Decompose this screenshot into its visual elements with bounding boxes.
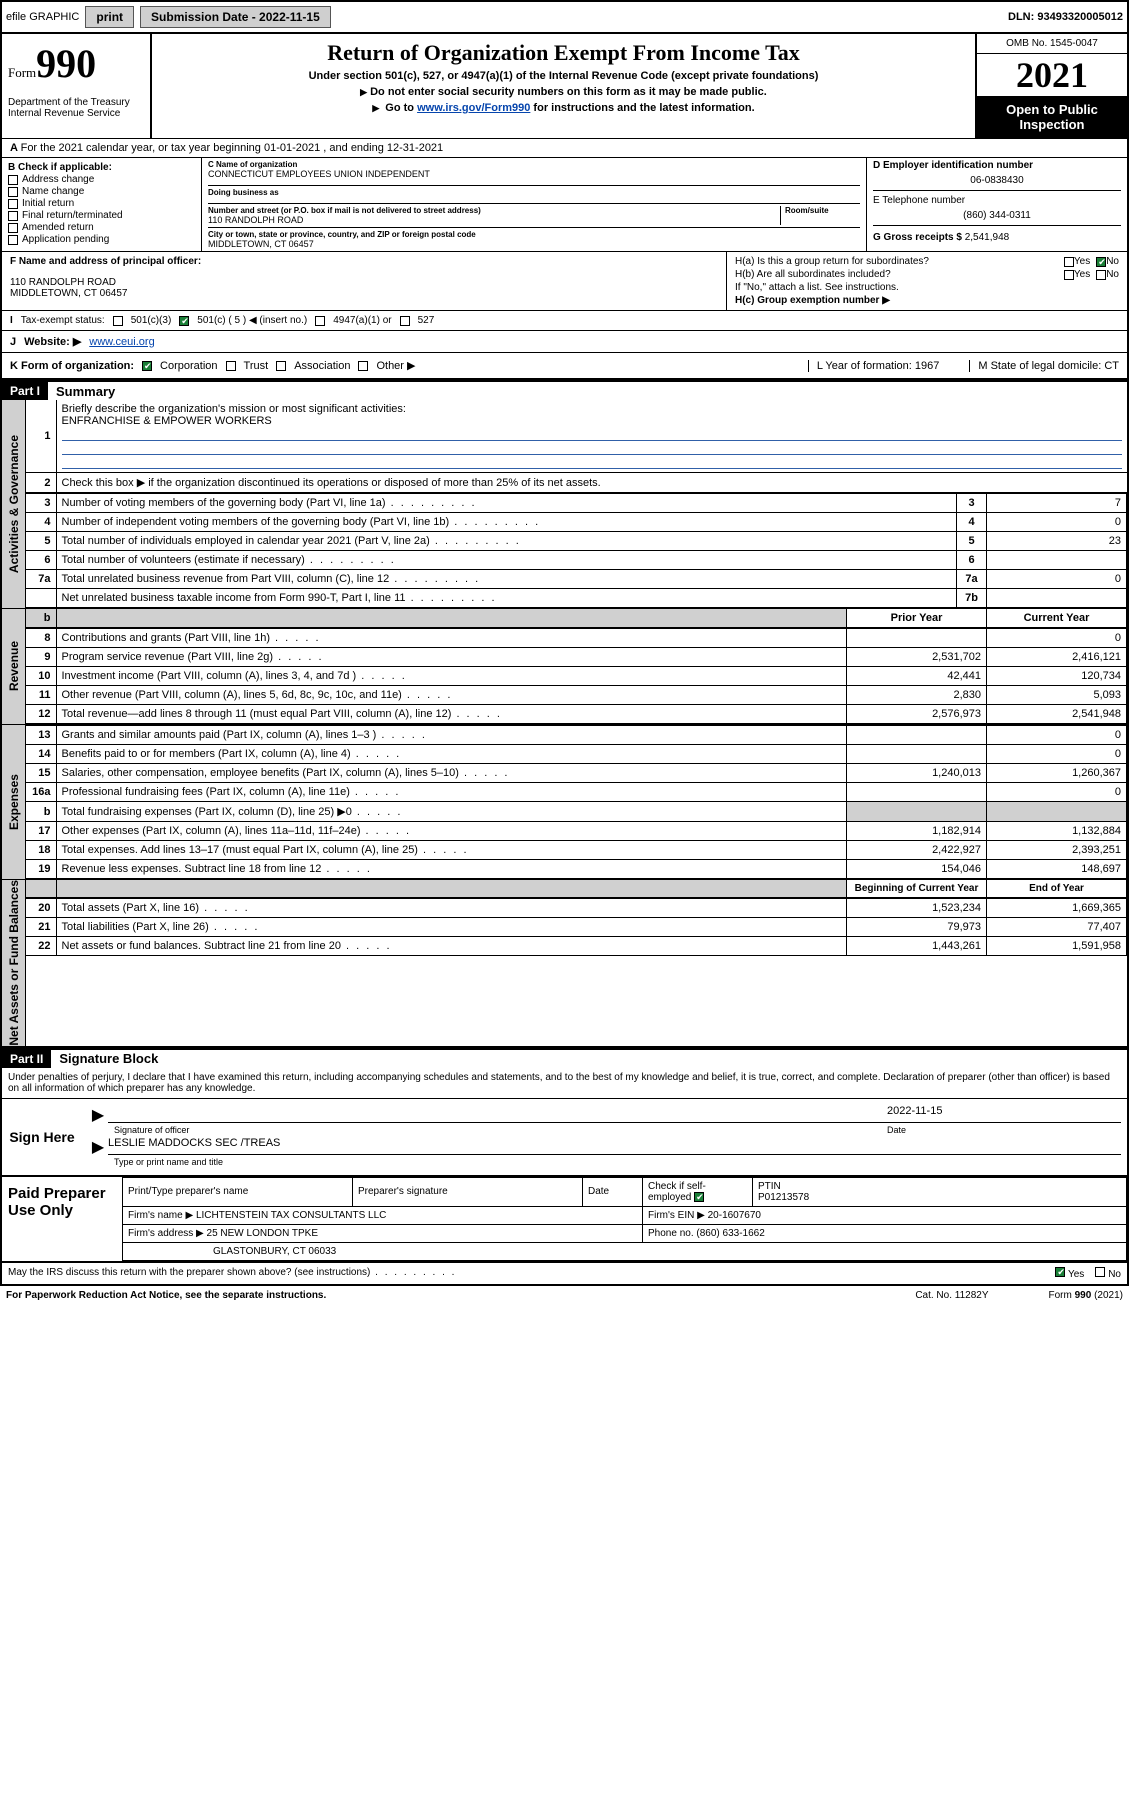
chk-501c[interactable]	[179, 316, 189, 326]
chk-ha-no[interactable]	[1096, 257, 1106, 267]
box-f: F Name and address of principal officer:…	[2, 252, 727, 310]
part2-header: Part II Signature Block	[2, 1048, 1127, 1068]
website-link[interactable]: www.ceui.org	[89, 336, 154, 348]
penalty-text: Under penalties of perjury, I declare th…	[2, 1068, 1127, 1098]
subtitle-3: Go to www.irs.gov/Form990 for instructio…	[162, 102, 965, 114]
firm-addr2: GLASTONBURY, CT 06033	[123, 1242, 1127, 1260]
chk-trust[interactable]	[226, 361, 236, 371]
irs-label: Internal Revenue Service	[8, 108, 144, 119]
firm-ein: 20-1607670	[708, 1210, 761, 1221]
dept-label: Department of the Treasury	[8, 97, 144, 108]
submission-button[interactable]: Submission Date - 2022-11-15	[140, 6, 331, 28]
may-discuss: May the IRS discuss this return with the…	[8, 1267, 1055, 1280]
omb-label: OMB No. 1545-0047	[977, 34, 1127, 54]
sidebar-rev: Revenue	[2, 609, 26, 724]
state-domicile: M State of legal domicile: CT	[969, 360, 1119, 372]
cat-no: Cat. No. 11282Y	[915, 1290, 988, 1301]
chk-discuss-no[interactable]	[1095, 1267, 1105, 1277]
org-street: 110 RANDOLPH ROAD	[208, 215, 780, 225]
line-a: A For the 2021 calendar year, or tax yea…	[2, 138, 1127, 157]
subtitle-1: Under section 501(c), 527, or 4947(a)(1)…	[162, 70, 965, 82]
box-h: H(a) Is this a group return for subordin…	[727, 252, 1127, 310]
dln-label: DLN: 93493320005012	[1008, 11, 1123, 23]
box-de: D Employer identification number 06-0838…	[867, 158, 1127, 251]
sidebar-net: Net Assets or Fund Balances	[2, 880, 26, 1046]
top-bar: efile GRAPHIC print Submission Date - 20…	[0, 0, 1129, 34]
part1-header: Part I Summary	[2, 380, 1127, 400]
chk-final-return[interactable]	[8, 211, 18, 221]
firm-addr1: 25 NEW LONDON TPKE	[207, 1228, 319, 1239]
line-i: I Tax-exempt status: 501(c)(3) 501(c) ( …	[2, 310, 1127, 330]
efile-label: efile GRAPHIC	[6, 11, 79, 23]
mission-text: ENFRANCHISE & EMPOWER WORKERS	[62, 415, 272, 427]
ptin: P01213578	[758, 1192, 1121, 1203]
line-k: K Form of organization: Corporation Trus…	[2, 352, 1127, 378]
year-formation: L Year of formation: 1967	[808, 360, 940, 372]
org-city: MIDDLETOWN, CT 06457	[208, 239, 860, 249]
box-b: B Check if applicable: Address change Na…	[2, 158, 202, 251]
chk-4947[interactable]	[315, 316, 325, 326]
sig-date: 2022-11-15	[881, 1105, 1121, 1123]
chk-501c3[interactable]	[113, 316, 123, 326]
form-no-footer: Form 990 (2021)	[1049, 1290, 1123, 1301]
org-name: CONNECTICUT EMPLOYEES UNION INDEPENDENT	[208, 169, 860, 179]
sign-here-label: Sign Here	[2, 1099, 82, 1175]
phone: (860) 344-0311	[873, 210, 1121, 221]
open-public-label: Open to Public Inspection	[977, 96, 1127, 138]
sidebar-exp: Expenses	[2, 725, 26, 879]
firm-phone: (860) 633-1662	[696, 1228, 764, 1239]
sidebar-ag: Activities & Governance	[2, 400, 26, 608]
chk-app-pending[interactable]	[8, 235, 18, 245]
subtitle-2: Do not enter social security numbers on …	[162, 86, 965, 98]
form-title: Return of Organization Exempt From Incom…	[162, 40, 965, 66]
chk-527[interactable]	[400, 316, 410, 326]
print-button[interactable]: print	[85, 6, 134, 28]
chk-name-change[interactable]	[8, 187, 18, 197]
form-header: Form990 Department of the Treasury Inter…	[2, 34, 1127, 138]
tax-year: 2021	[977, 54, 1127, 96]
firm-name: LICHTENSTEIN TAX CONSULTANTS LLC	[196, 1210, 386, 1221]
form-label-small: Form	[8, 65, 36, 80]
chk-corp[interactable]	[142, 361, 152, 371]
arrow-icon: ▶	[88, 1137, 108, 1169]
chk-other[interactable]	[358, 361, 368, 371]
chk-address-change[interactable]	[8, 175, 18, 185]
paid-preparer-label: Paid Preparer Use Only	[2, 1177, 122, 1261]
box-c: C Name of organization CONNECTICUT EMPLO…	[202, 158, 867, 251]
officer-name: LESLIE MADDOCKS SEC /TREAS	[108, 1137, 1121, 1155]
chk-initial-return[interactable]	[8, 199, 18, 209]
paperwork-notice: For Paperwork Reduction Act Notice, see …	[6, 1290, 326, 1301]
chk-hb-no[interactable]	[1096, 270, 1106, 280]
gross-receipts: 2,541,948	[965, 232, 1010, 243]
chk-discuss-yes[interactable]	[1055, 1267, 1065, 1277]
ein: 06-0838430	[873, 175, 1121, 186]
chk-assoc[interactable]	[276, 361, 286, 371]
arrow-icon: ▶	[88, 1105, 108, 1137]
chk-self-employed[interactable]	[694, 1192, 704, 1202]
chk-ha-yes[interactable]	[1064, 257, 1074, 267]
form990-link[interactable]: www.irs.gov/Form990	[417, 102, 530, 114]
chk-amended-return[interactable]	[8, 223, 18, 233]
chk-hb-yes[interactable]	[1064, 270, 1074, 280]
form-label-big: 990	[36, 41, 96, 86]
line-j: J Website: ▶ www.ceui.org	[2, 330, 1127, 352]
